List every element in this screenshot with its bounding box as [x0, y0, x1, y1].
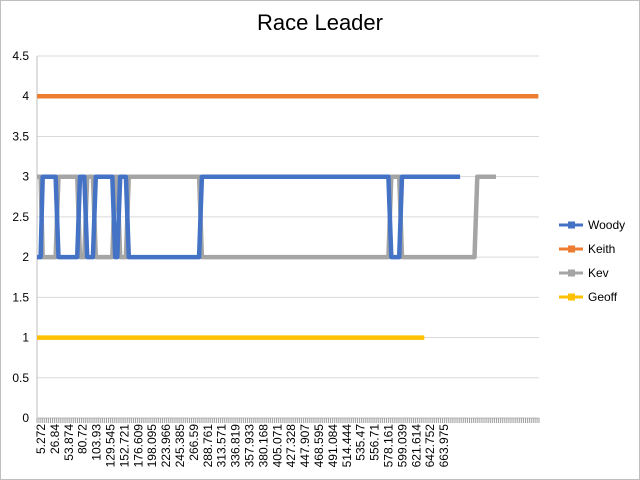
y-tick-label: 2.5: [12, 210, 29, 224]
y-tick-label: 4: [22, 89, 29, 103]
x-tick-label: 642.752: [423, 424, 437, 468]
x-tick-label: 535.47: [354, 424, 368, 461]
series-line-woody: [37, 174, 461, 260]
x-tick-label: 380.168: [256, 424, 270, 468]
y-tick-label: 3: [22, 170, 29, 184]
legend: Woody Keith Kev Geoff: [559, 218, 625, 304]
legend-label-keith: Keith: [588, 242, 615, 256]
x-tick-label: 336.819: [229, 424, 243, 468]
legend-label-kev: Kev: [588, 266, 609, 280]
axes: [36, 56, 540, 423]
x-tick-label: 288.761: [201, 424, 215, 468]
x-tick-label: 152.721: [117, 424, 131, 468]
x-tick-label: 266.59: [187, 424, 201, 461]
x-tick-label: 491.084: [326, 424, 340, 468]
x-tick-label: 26.84: [48, 424, 62, 454]
y-tick-label: 1: [22, 331, 29, 345]
y-tick-label: 0: [22, 411, 29, 425]
x-tick-label: 176.609: [131, 424, 145, 468]
legend-marker-keith: [568, 245, 575, 253]
series-lines: [37, 93, 539, 340]
x-tick-label: 599.039: [395, 424, 409, 468]
chart-title: Race Leader: [257, 10, 383, 35]
y-tick-label: 4.5: [12, 49, 29, 63]
x-tick-label: 514.444: [340, 424, 354, 468]
y-tick-label: 1.5: [12, 290, 29, 304]
x-tick-label: 103.93: [90, 424, 104, 461]
x-tick-label: 447.907: [298, 424, 312, 468]
x-tick-label: 245.385: [173, 424, 187, 468]
legend-marker-geoff: [568, 293, 575, 301]
x-tick-label: 80.72: [76, 424, 90, 454]
legend-label-geoff: Geoff: [588, 290, 618, 304]
legend-marker-woody: [568, 221, 575, 229]
x-tick-label: 663.975: [437, 424, 451, 468]
x-tick-label: 621.614: [409, 424, 423, 468]
x-tick-label: 578.161: [382, 424, 396, 468]
x-tick-label: 556.71: [368, 424, 382, 461]
x-tick-label: 223.966: [159, 424, 173, 468]
series-line-kev: [37, 174, 496, 260]
x-tick-label: 198.095: [145, 424, 159, 468]
x-tick-label: 129.545: [104, 424, 118, 468]
x-tick-labels: 5.272 26.84 53.874 80.72 103.93 129.545 152.72…: [34, 424, 451, 468]
y-tick-label: 3.5: [12, 129, 29, 143]
legend-marker-kev: [568, 269, 575, 277]
y-tick-labels: 0 0.5 1 1.5 2 2.5 3 3.5 4 4.5: [12, 49, 29, 425]
legend-label-woody: Woody: [588, 218, 625, 232]
x-tick-label: 427.328: [284, 424, 298, 468]
x-tick-label: 313.571: [215, 424, 229, 468]
x-tick-label: 405.071: [270, 424, 284, 468]
y-tick-label: 0.5: [12, 371, 29, 385]
x-tick-label: 53.874: [62, 424, 76, 461]
y-tick-label: 2: [22, 250, 29, 264]
x-tick-label: 5.272: [34, 424, 48, 454]
x-tick-label: 357.933: [243, 424, 257, 468]
x-tick-label: 468.595: [312, 424, 326, 468]
